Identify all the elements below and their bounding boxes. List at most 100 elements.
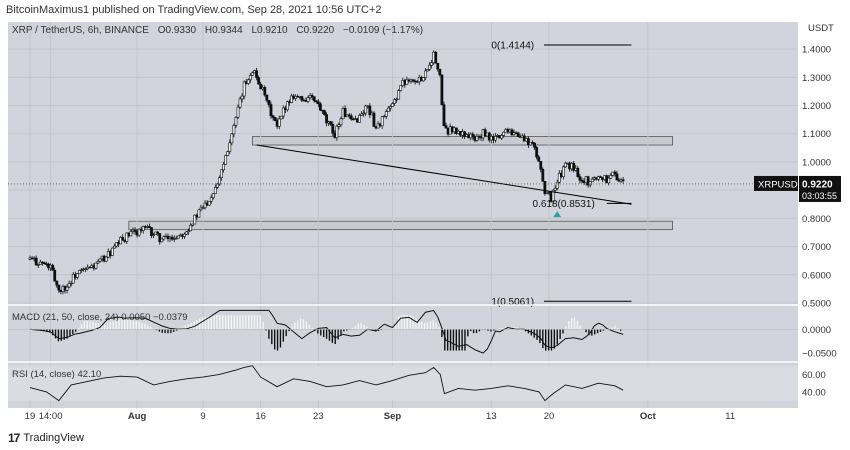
candle-body — [572, 163, 576, 171]
time-tick-label: 16 — [255, 411, 266, 422]
candle-body — [551, 189, 555, 202]
candle-body — [271, 115, 275, 118]
candle-body — [314, 100, 318, 103]
candle-body — [535, 147, 539, 158]
candle-body — [137, 228, 141, 236]
candle-body — [263, 87, 267, 96]
candle-body — [316, 101, 320, 105]
candle-body — [436, 62, 440, 70]
candle-body — [306, 97, 310, 102]
candle-body — [224, 155, 228, 165]
candle-body — [335, 125, 339, 138]
rsi-tick-label: 40.00 — [802, 387, 826, 398]
candle-body — [405, 79, 409, 85]
macd-tick-label: −0.0500 — [802, 348, 837, 359]
tradingview-icon: 17 — [8, 431, 20, 445]
price-tick-label: 1.1000 — [802, 129, 831, 140]
candle-body — [78, 270, 81, 274]
candle-body — [395, 98, 398, 101]
candle-body — [67, 283, 71, 288]
candle-body — [553, 187, 557, 191]
candle-body — [358, 115, 361, 123]
candle-body — [51, 264, 55, 271]
candle-body — [329, 121, 333, 125]
rsi-label: RSI (14, close) 42.10 — [12, 369, 101, 380]
candle-body — [238, 98, 242, 108]
candle-body — [193, 214, 197, 225]
candle-body — [555, 181, 559, 189]
candle-body — [576, 167, 580, 177]
candle-body — [562, 166, 565, 177]
countdown-label: 03:03:55 — [802, 191, 837, 201]
candle-body — [110, 247, 114, 256]
time-tick-label: 14:00 — [39, 411, 63, 422]
candle-body — [267, 100, 271, 105]
candle-body — [325, 114, 328, 124]
candle-body — [380, 116, 384, 127]
candle-body — [411, 79, 415, 82]
candle-body — [248, 75, 252, 81]
candle-body — [75, 273, 79, 278]
macd-tick-label: 0.0000 — [802, 325, 831, 336]
candle-body — [382, 115, 386, 118]
candle-body — [527, 138, 530, 146]
time-tick-label: 23 — [313, 411, 324, 422]
candle-body — [360, 113, 363, 116]
candle-body — [339, 118, 343, 125]
macd-label: MACD (21, 50, close, 24) 0.0050 −0.0379 — [12, 312, 188, 323]
candle-body — [323, 110, 326, 115]
time-tick-label: 19 — [25, 411, 36, 422]
candle-body — [265, 94, 269, 101]
candle-body — [226, 151, 230, 156]
candle-body — [337, 124, 341, 127]
time-tick-label: Sep — [384, 411, 402, 422]
candle-body — [191, 223, 195, 226]
candle-body — [397, 90, 401, 100]
candle-body — [438, 68, 442, 76]
support-zone — [128, 220, 673, 231]
candle-body — [38, 261, 42, 265]
fib-level-label: 1(0.5061) — [491, 297, 534, 308]
candle-body — [98, 258, 102, 262]
candle-body — [232, 124, 236, 135]
candle-body — [183, 233, 186, 237]
time-tick-label: Aug — [128, 411, 147, 422]
time-tick-label: 20 — [544, 411, 555, 422]
candle-body — [96, 261, 100, 264]
candle-body — [310, 95, 314, 97]
price-tick-label: 1.3000 — [802, 73, 831, 84]
price-tick-label: 0.5000 — [802, 299, 831, 310]
candle-body — [152, 234, 155, 237]
currency-label: USDT — [808, 23, 834, 34]
candle-body — [201, 207, 205, 209]
tradingview-logo[interactable]: 17 TradingView — [8, 431, 84, 445]
candle-body — [440, 74, 444, 106]
time-tick-label: 11 — [725, 411, 735, 422]
candle-body — [384, 111, 388, 117]
price-tick-label: 0.7000 — [802, 242, 831, 253]
candle-body — [220, 169, 223, 179]
candle-body — [588, 181, 592, 186]
rsi-tick-label: 60.00 — [802, 370, 826, 381]
candle-body — [300, 96, 304, 101]
candle-body — [199, 207, 203, 211]
candle-body — [269, 104, 273, 117]
price-tick-label: 1.2000 — [802, 101, 831, 112]
candle-body — [442, 104, 446, 126]
candle-body — [494, 136, 497, 141]
candle-body — [463, 131, 466, 137]
candle-body — [36, 264, 40, 266]
candle-body — [312, 96, 316, 101]
candle-body — [121, 237, 125, 241]
candle-body — [230, 133, 234, 144]
candle-body — [349, 115, 353, 120]
symbol-tag-label: XRPUSDT — [758, 179, 804, 190]
candle-body — [510, 129, 514, 136]
candle-body — [259, 83, 263, 90]
candle-body — [43, 262, 46, 265]
candle-body — [34, 257, 38, 266]
candle-body — [564, 162, 567, 168]
candle-body — [318, 103, 322, 111]
candle-body — [421, 77, 425, 82]
